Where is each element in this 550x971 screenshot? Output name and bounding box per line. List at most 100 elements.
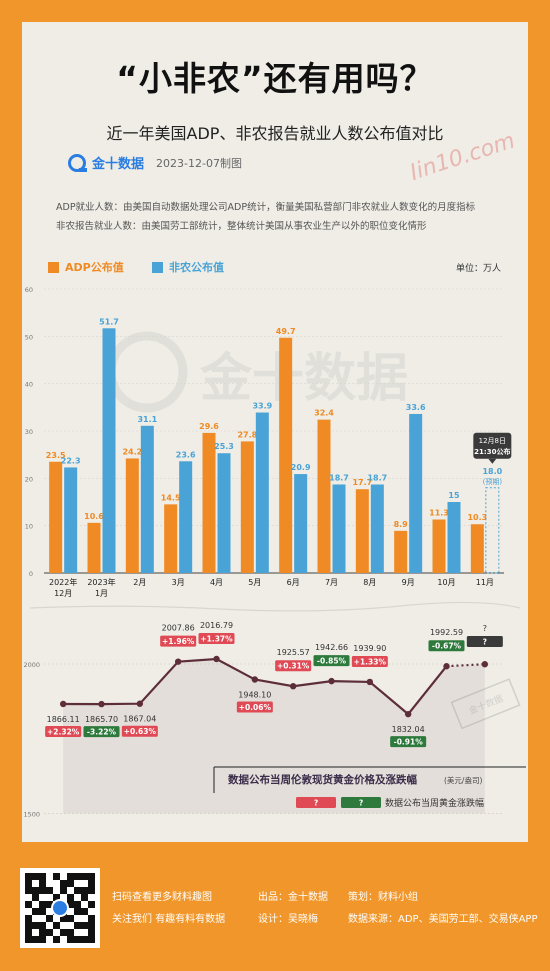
change-label: +1.96% xyxy=(162,637,195,646)
footer-follow-text: 关注我们 有趣有料有数据 xyxy=(112,914,226,925)
price-label: 1948.10 xyxy=(238,690,271,699)
qr-module xyxy=(25,894,32,901)
bar-nfp-pending xyxy=(485,487,500,574)
price-point xyxy=(136,700,144,707)
change-badge xyxy=(351,655,388,667)
watermark-text: 金十数据 xyxy=(199,349,408,409)
qr-module xyxy=(74,936,81,943)
qr-module xyxy=(25,929,32,936)
qr-module xyxy=(81,887,88,894)
qr-module xyxy=(60,922,67,929)
bar-value-label: 20.9 xyxy=(291,463,311,472)
qr-module xyxy=(74,915,81,922)
bar-adp xyxy=(279,337,293,573)
qr-module xyxy=(88,873,95,880)
qr-module xyxy=(67,936,74,943)
x-tick-label: 7月 xyxy=(325,578,338,587)
qr-module xyxy=(81,873,88,880)
qr-module xyxy=(53,873,60,880)
qr-module xyxy=(53,922,60,929)
bar-adp xyxy=(87,522,101,573)
qr-module xyxy=(81,908,88,915)
bar-value-label: 11.3 xyxy=(429,509,449,518)
change-badge xyxy=(275,660,312,672)
callout-box xyxy=(473,432,512,459)
brand-logo-text: 金十数据 xyxy=(92,157,145,172)
bar-value-label: 25.3 xyxy=(214,442,234,451)
change-label: -3.22% xyxy=(87,728,117,737)
brand-row: 金十数据 2023-12-07制图 xyxy=(68,153,242,172)
qr-module xyxy=(32,936,39,943)
stamp-border xyxy=(450,678,521,730)
qr-logo-icon xyxy=(51,899,69,917)
legend-nfp-swatch xyxy=(152,261,163,273)
qr-module xyxy=(39,915,46,922)
change-badge xyxy=(83,726,120,738)
qr-module xyxy=(39,922,46,929)
qr-module xyxy=(32,894,39,901)
x-tick-label: 6月 xyxy=(287,578,300,587)
qr-module xyxy=(74,880,81,887)
qr-module xyxy=(74,908,81,915)
qr-module xyxy=(25,887,32,894)
change-badge xyxy=(121,725,158,737)
qr-module xyxy=(81,880,88,887)
bar-value-label: 10.3 xyxy=(467,513,487,522)
legend-up-label: ? xyxy=(314,799,318,808)
bar-value-label: 8.9 xyxy=(394,520,409,529)
price-point xyxy=(174,658,182,665)
qr-code[interactable] xyxy=(20,868,100,948)
x-tick-label: 9月 xyxy=(402,578,415,587)
bar-nfp xyxy=(332,484,346,573)
callout-pointer xyxy=(488,458,497,464)
change-badge xyxy=(198,632,235,644)
price-point xyxy=(366,678,374,686)
qr-module xyxy=(74,894,81,901)
qr-module xyxy=(25,922,32,929)
qr-module xyxy=(32,873,39,880)
price-label: 1865.70 xyxy=(85,715,118,724)
y-tick-label: 60 xyxy=(25,286,33,294)
qr-module xyxy=(46,880,53,887)
qr-module xyxy=(67,880,74,887)
qr-module xyxy=(46,873,53,880)
qr-module xyxy=(81,915,88,922)
divider-line xyxy=(29,601,521,612)
qr-module xyxy=(32,929,39,936)
qr-module xyxy=(32,901,39,908)
qr-module xyxy=(32,908,39,915)
qr-module xyxy=(39,873,46,880)
price-label: 1832.04 xyxy=(392,725,425,734)
qr-module xyxy=(39,887,46,894)
qr-module xyxy=(88,915,95,922)
change-label-pending: ? xyxy=(483,638,487,647)
price-label: 1867.04 xyxy=(123,715,156,724)
qr-module xyxy=(39,936,46,943)
qr-module xyxy=(88,901,95,908)
qr-module xyxy=(39,901,46,908)
chart-date: 2023-12-07制图 xyxy=(156,156,242,170)
price-label: 2007.86 xyxy=(162,624,195,633)
bar-adp xyxy=(49,461,63,573)
qr-module xyxy=(25,880,32,887)
qr-module xyxy=(39,880,46,887)
footer-producer: 出品：金十数据 xyxy=(258,892,328,903)
qr-module xyxy=(88,887,95,894)
signature-watermark: Jin10.com xyxy=(403,128,518,180)
bar-nfp xyxy=(64,467,78,573)
bar-value-label: 49.7 xyxy=(276,327,296,336)
line-chart-title: 数据公布当周伦敦现货黄金价格及涨跌幅 xyxy=(227,773,417,786)
qr-module xyxy=(53,936,60,943)
bar-value-label: 17.7 xyxy=(352,478,372,487)
legend-adp-label: ADP公布值 xyxy=(65,261,124,274)
qr-module xyxy=(88,908,95,915)
x-tick-label: 10月 xyxy=(437,578,455,587)
price-point xyxy=(289,683,297,690)
qr-module xyxy=(88,880,95,887)
change-label: +1.33% xyxy=(354,657,387,666)
qr-module xyxy=(46,915,53,922)
x-tick-label: 3月 xyxy=(172,578,185,587)
y-tick-label: 30 xyxy=(25,428,33,436)
qr-module xyxy=(46,929,53,936)
